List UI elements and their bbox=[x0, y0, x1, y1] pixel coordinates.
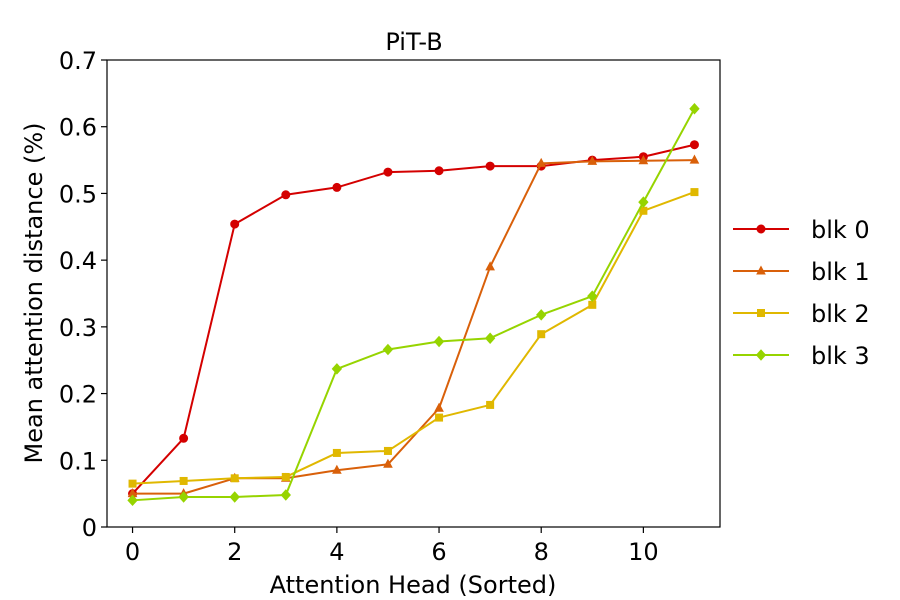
data-point bbox=[638, 155, 649, 165]
data-point bbox=[484, 332, 496, 344]
data-point bbox=[383, 458, 393, 468]
series-blk-3 bbox=[127, 102, 700, 507]
x-tick-label: 10 bbox=[628, 538, 659, 566]
legend-marker bbox=[755, 349, 767, 361]
legend-item: blk 1 bbox=[733, 258, 870, 286]
y-tick-label: 0 bbox=[82, 514, 97, 542]
y-tick-label: 0.6 bbox=[59, 114, 97, 142]
data-point bbox=[588, 300, 597, 309]
data-point bbox=[127, 494, 138, 507]
series-blk-2 bbox=[128, 188, 699, 488]
data-point bbox=[434, 402, 444, 412]
data-point bbox=[230, 219, 240, 229]
data-point bbox=[383, 167, 393, 177]
data-point bbox=[485, 161, 495, 171]
legend-item: blk 3 bbox=[733, 342, 870, 370]
data-point bbox=[332, 448, 341, 457]
legend-marker bbox=[756, 265, 766, 275]
data-point bbox=[229, 491, 240, 503]
series-line bbox=[132, 159, 695, 495]
y-tick-label: 0.7 bbox=[59, 47, 97, 75]
data-point bbox=[536, 309, 547, 321]
data-point bbox=[537, 330, 546, 339]
series-line bbox=[131, 143, 695, 495]
legend-marker bbox=[756, 224, 766, 234]
y-tick-label: 0.2 bbox=[59, 381, 97, 409]
x-tick-label: 0 bbox=[125, 538, 140, 566]
y-axis-title: Mean attention distance (%) bbox=[20, 123, 48, 464]
data-point bbox=[230, 474, 239, 483]
data-point bbox=[178, 491, 189, 503]
data-point bbox=[434, 166, 444, 176]
data-point bbox=[435, 413, 444, 422]
legend-label: blk 2 bbox=[811, 300, 870, 328]
x-tick-label: 2 bbox=[227, 538, 242, 566]
x-tick-label: 6 bbox=[431, 538, 446, 566]
y-tick-label: 0.4 bbox=[59, 247, 97, 275]
legend: blk 0 blk 1 blk 2 blk 3 bbox=[733, 216, 870, 370]
series-line bbox=[132, 108, 696, 502]
data-point bbox=[689, 102, 700, 115]
x-tick-label: 4 bbox=[329, 538, 344, 566]
x-axis: 0 2 4 6 8 10 bbox=[125, 527, 659, 566]
data-point bbox=[638, 196, 649, 208]
series-layer bbox=[127, 102, 700, 507]
data-point bbox=[179, 476, 188, 485]
y-axis: 0 0.1 0.2 0.3 0.4 0.5 0.6 0.7 bbox=[59, 47, 107, 542]
legend-label: blk 0 bbox=[811, 216, 870, 244]
data-point bbox=[128, 479, 137, 488]
chart-title: PiT-B bbox=[385, 28, 442, 56]
legend-label: blk 3 bbox=[811, 342, 870, 370]
data-point bbox=[281, 190, 291, 200]
y-tick-label: 0.3 bbox=[59, 314, 97, 342]
data-point bbox=[179, 433, 189, 443]
y-tick-label: 0.5 bbox=[59, 180, 97, 208]
data-point bbox=[587, 290, 598, 302]
data-point bbox=[332, 182, 342, 192]
legend-marker bbox=[757, 309, 765, 317]
series-line bbox=[132, 191, 695, 485]
data-point bbox=[382, 343, 394, 356]
data-point bbox=[383, 446, 392, 455]
data-point bbox=[433, 335, 445, 348]
plot-area-frame bbox=[106, 59, 721, 528]
data-point bbox=[332, 464, 342, 474]
legend-item: blk 2 bbox=[733, 300, 870, 328]
data-point bbox=[486, 400, 495, 409]
data-point bbox=[331, 363, 343, 375]
data-point bbox=[281, 472, 290, 481]
data-point bbox=[280, 489, 291, 501]
y-tick-label: 0.1 bbox=[59, 447, 97, 475]
series-blk-1 bbox=[127, 154, 700, 498]
data-point bbox=[485, 261, 495, 271]
series-blk-0 bbox=[128, 140, 699, 499]
data-point bbox=[587, 155, 598, 165]
legend-item: blk 0 bbox=[733, 216, 870, 244]
data-point bbox=[689, 154, 700, 164]
x-axis-title: Attention Head (Sorted) bbox=[270, 571, 557, 599]
x-tick-label: 8 bbox=[534, 538, 549, 566]
data-point bbox=[690, 188, 699, 197]
legend-label: blk 1 bbox=[811, 258, 870, 286]
data-point bbox=[536, 157, 547, 167]
data-point bbox=[689, 140, 699, 150]
